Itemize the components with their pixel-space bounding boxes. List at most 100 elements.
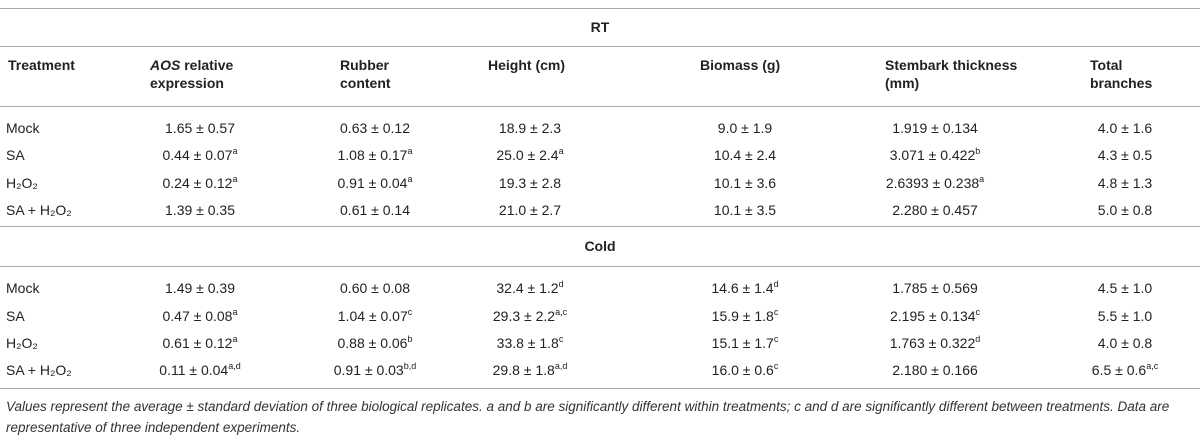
header-text: Rubber content — [340, 57, 391, 91]
treatment: Mock — [6, 280, 40, 296]
cell: 2.280 ± 0.457 — [845, 201, 1025, 219]
cell-value: 4.0 ± 0.8 — [1097, 335, 1153, 351]
superscript: d — [773, 279, 779, 289]
superscript: c — [773, 334, 779, 344]
cell-value: 16.0 ± 0.6 — [711, 362, 774, 378]
cell-value: 1.785 ± 0.569 — [892, 280, 978, 296]
cell-value: 1.919 ± 0.134 — [892, 120, 978, 136]
superscript: b,d — [403, 361, 417, 371]
cell: 4.0 ± 1.6 — [1035, 119, 1200, 137]
cell-value: 5.0 ± 0.8 — [1097, 202, 1153, 218]
cell: 3.071 ± 0.422b — [845, 146, 1025, 164]
cell-value: 19.3 ± 2.8 — [498, 175, 562, 191]
cell-value: 29.3 ± 2.2 — [492, 308, 556, 324]
header-italic: AOS — [150, 57, 181, 73]
cell: 4.5 ± 1.0 — [1035, 279, 1200, 297]
cell: 0.61 ± 0.12a — [110, 334, 290, 352]
cell: 1.04 ± 0.07c — [285, 307, 465, 325]
superscript: c — [558, 334, 564, 344]
superscript: a — [232, 334, 238, 344]
cell-value: 33.8 ± 1.8 — [496, 335, 559, 351]
rule — [0, 46, 1200, 47]
cell: 19.3 ± 2.8 — [440, 174, 620, 192]
cell: 0.11 ± 0.04a,d — [110, 361, 290, 379]
section-title: Cold — [584, 238, 616, 254]
rule — [0, 266, 1200, 267]
cell: 4.0 ± 0.8 — [1035, 334, 1200, 352]
cell-value: 0.63 ± 0.12 — [340, 120, 410, 136]
cell: 1.49 ± 0.39 — [110, 279, 290, 297]
cell-value: 0.11 ± 0.04 — [159, 362, 229, 378]
cell: 29.3 ± 2.2a,c — [440, 307, 620, 325]
cell-value: 4.3 ± 0.5 — [1097, 147, 1153, 163]
cell-value: 0.91 ± 0.04 — [337, 175, 408, 191]
cell-value: 2.180 ± 0.166 — [892, 362, 978, 378]
header-text: Height (cm) — [488, 57, 565, 73]
superscript: a — [979, 174, 985, 184]
cell-value: 1.65 ± 0.57 — [165, 120, 235, 136]
cell: 15.1 ± 1.7c — [655, 334, 835, 352]
column-header: Total branches — [1090, 56, 1170, 92]
header-text: Total branches — [1090, 57, 1153, 91]
superscript: d — [975, 334, 981, 344]
cell: 4.3 ± 0.5 — [1035, 146, 1200, 164]
superscript: a,c — [1146, 361, 1159, 371]
column-header: Height (cm) — [488, 56, 628, 74]
cell: 10.4 ± 2.4 — [655, 146, 835, 164]
cell-value: 25.0 ± 2.4 — [496, 147, 559, 163]
cell-value: 1.49 ± 0.39 — [165, 280, 235, 296]
treatment: Mock — [6, 120, 40, 136]
superscript: a — [407, 146, 413, 156]
cell-value: 0.61 ± 0.12 — [162, 335, 233, 351]
cell: 1.08 ± 0.17a — [285, 146, 465, 164]
cell-value: 4.0 ± 1.6 — [1097, 120, 1153, 136]
cell: 14.6 ± 1.4d — [655, 279, 835, 297]
cell: 16.0 ± 0.6c — [655, 361, 835, 379]
cell-value: 2.6393 ± 0.238 — [885, 175, 980, 191]
cell: 1.65 ± 0.57 — [110, 119, 290, 137]
cell-value: 4.8 ± 1.3 — [1097, 175, 1153, 191]
header-text: relative expression — [150, 57, 234, 91]
column-header: AOS relative expression — [150, 56, 270, 92]
cell: 10.1 ± 3.5 — [655, 201, 835, 219]
column-header: Biomass (g) — [700, 56, 840, 74]
cell: 21.0 ± 2.7 — [440, 201, 620, 219]
cell-value: 2.195 ± 0.134 — [889, 308, 976, 324]
cell: 2.195 ± 0.134c — [845, 307, 1025, 325]
superscript: c — [773, 361, 779, 371]
header-text: Treatment — [8, 57, 75, 73]
superscript: a — [407, 174, 413, 184]
cell-value: 0.61 ± 0.14 — [340, 202, 410, 218]
cell-value: 1.08 ± 0.17 — [337, 147, 408, 163]
cell-value: 0.60 ± 0.08 — [340, 280, 410, 296]
cell: 6.5 ± 0.6a,c — [1035, 361, 1200, 379]
rule — [0, 106, 1200, 107]
cell-value: 15.1 ± 1.7 — [711, 335, 774, 351]
cell: 0.47 ± 0.08a — [110, 307, 290, 325]
rule — [0, 226, 1200, 227]
cell: 0.44 ± 0.07a — [110, 146, 290, 164]
cell: 9.0 ± 1.9 — [655, 119, 835, 137]
cell-value: 5.5 ± 1.0 — [1097, 308, 1153, 324]
cell: 18.9 ± 2.3 — [440, 119, 620, 137]
treatment: SA + H₂O₂ — [6, 362, 72, 378]
column-header: Rubber content — [340, 56, 430, 92]
superscript: a — [232, 146, 238, 156]
cell-value: 4.5 ± 1.0 — [1097, 280, 1153, 296]
cell: 1.763 ± 0.322d — [845, 334, 1025, 352]
treatment: H₂O₂ — [6, 335, 38, 351]
rule — [0, 8, 1200, 9]
treatment: SA — [6, 308, 25, 324]
cell: 0.24 ± 0.12a — [110, 174, 290, 192]
superscript: a,d — [228, 361, 241, 371]
cell: 1.39 ± 0.35 — [110, 201, 290, 219]
cell-value: 18.9 ± 2.3 — [498, 120, 562, 136]
cell-value: 21.0 ± 2.7 — [498, 202, 562, 218]
footnote: Values represent the average ± standard … — [6, 399, 1170, 435]
cell: 0.88 ± 0.06b — [285, 334, 465, 352]
cell: 33.8 ± 1.8c — [440, 334, 620, 352]
superscript: a — [558, 146, 564, 156]
cell: 1.919 ± 0.134 — [845, 119, 1025, 137]
cell-value: 9.0 ± 1.9 — [717, 120, 773, 136]
superscript: c — [773, 307, 779, 317]
